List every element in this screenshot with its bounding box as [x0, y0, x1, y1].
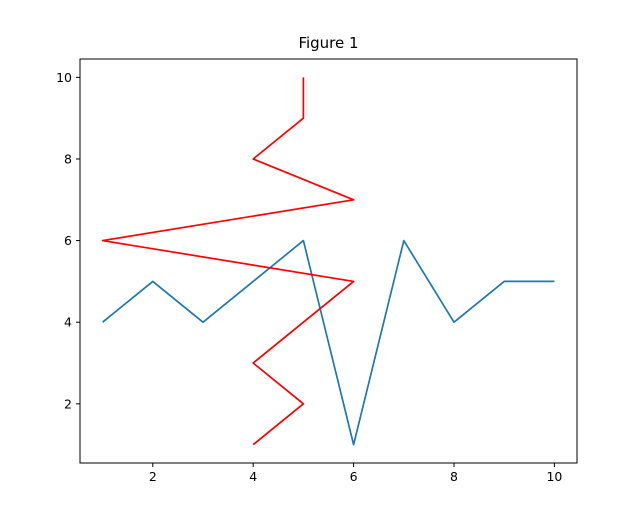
- x-tick-label: 2: [149, 469, 157, 484]
- series-red-line: [101, 77, 355, 446]
- y-tick-label: 2: [64, 396, 72, 411]
- y-tick-label: 6: [64, 233, 72, 248]
- x-tick-label: 6: [350, 469, 358, 484]
- y-tick-label: 8: [64, 151, 72, 166]
- plot-border: [79, 58, 578, 464]
- series-blue-line: [102, 239, 555, 446]
- y-tick-label: 10: [56, 70, 72, 85]
- x-tick-label: 4: [249, 469, 257, 484]
- x-tick-label: 8: [450, 469, 458, 484]
- x-tick-label: 10: [546, 469, 562, 484]
- chart-title: Figure 1: [298, 34, 358, 52]
- y-tick-label: 4: [64, 315, 72, 330]
